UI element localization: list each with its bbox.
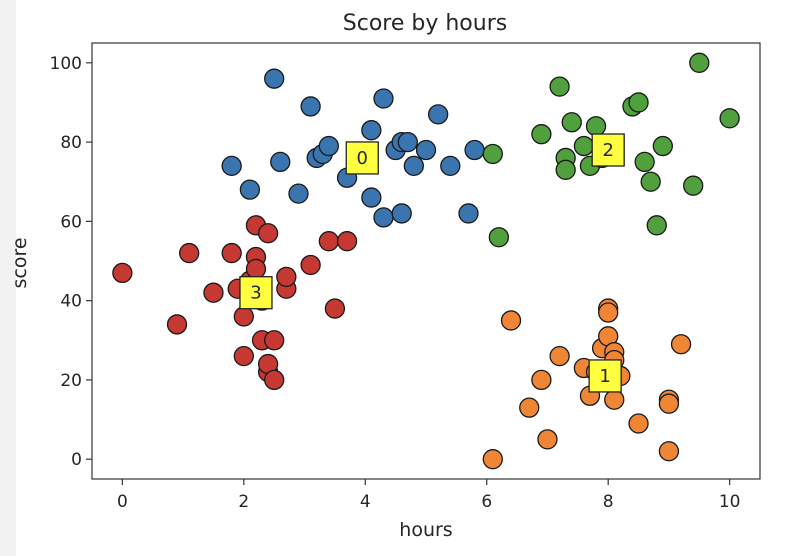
data-point-cluster-1: [531, 369, 552, 391]
data-points: [112, 52, 740, 470]
data-point-cluster-1: [482, 449, 503, 470]
data-point-cluster-0: [464, 139, 485, 161]
data-point-cluster-0: [361, 187, 382, 208]
y-tick-label: 0: [71, 450, 82, 470]
data-point-cluster-0: [264, 68, 285, 89]
cluster-label-box: [591, 133, 625, 167]
data-point-cluster-2: [634, 151, 655, 173]
data-point-cluster-0: [300, 96, 321, 117]
data-point-cluster-0: [403, 155, 425, 177]
data-point-cluster-3: [203, 282, 224, 303]
data-point-cluster-3: [166, 314, 188, 335]
data-point-cluster-3: [233, 306, 254, 327]
x-tick-label: 0: [117, 492, 128, 512]
data-point-cluster-0: [373, 207, 394, 228]
data-point-cluster-2: [531, 124, 552, 145]
y-axis: 0 20 40 60 80 100: [50, 54, 92, 470]
data-point-cluster-2: [561, 112, 582, 133]
data-point-cluster-2: [585, 116, 607, 137]
cluster-label-text: 0: [357, 148, 368, 169]
data-point-cluster-0: [288, 183, 309, 204]
data-point-cluster-3: [112, 262, 133, 284]
x-axis-title: hours: [399, 519, 452, 541]
data-point-cluster-1: [628, 413, 649, 434]
y-tick-label: 40: [60, 292, 82, 312]
chart-title: Score by hours: [343, 11, 507, 36]
data-point-cluster-2: [482, 143, 503, 165]
data-point-cluster-1: [604, 389, 625, 410]
data-point-cluster-2: [549, 76, 570, 97]
data-point-cluster-0: [427, 104, 449, 125]
data-point-cluster-1: [519, 397, 540, 418]
data-point-cluster-0: [415, 139, 437, 161]
cluster-label-text: 2: [602, 140, 613, 161]
data-point-cluster-2: [640, 171, 661, 192]
cluster-centroid-labels: 0 1 2 3: [239, 133, 625, 393]
data-point-cluster-2: [573, 135, 595, 157]
y-axis-title: score: [9, 237, 31, 288]
data-point-cluster-3: [264, 369, 285, 391]
cluster-label-box: [588, 359, 622, 393]
y-tick-label: 100: [50, 54, 82, 74]
data-point-cluster-0: [440, 155, 461, 177]
cluster-label-box: [345, 141, 379, 175]
y-tick-label: 60: [60, 212, 82, 232]
data-point-cluster-1: [500, 310, 522, 331]
data-point-cluster-3: [300, 254, 321, 276]
data-point-cluster-2: [689, 52, 710, 73]
data-point-cluster-0: [221, 155, 242, 177]
cluster-label-0: 0: [345, 141, 379, 175]
data-point-cluster-3: [318, 231, 339, 252]
data-point-cluster-0: [361, 120, 382, 141]
data-point-cluster-3: [179, 242, 200, 264]
cluster-label-1: 1: [588, 359, 622, 393]
data-point-cluster-0: [318, 135, 339, 157]
data-point-cluster-2: [646, 215, 667, 236]
data-point-cluster-2: [555, 159, 576, 180]
data-point-cluster-1: [537, 429, 558, 450]
x-axis: 0 2 4 6 8 10: [117, 479, 741, 512]
x-tick-label: 10: [719, 492, 741, 512]
cluster-label-3: 3: [239, 276, 273, 310]
y-tick-label: 20: [60, 371, 82, 391]
x-tick-label: 2: [238, 492, 249, 512]
data-point-cluster-3: [324, 298, 346, 319]
data-point-cluster-2: [652, 135, 673, 157]
cluster-label-text: 3: [250, 283, 261, 304]
data-point-cluster-0: [270, 151, 291, 173]
data-point-cluster-2: [683, 175, 704, 196]
data-point-cluster-1: [658, 393, 680, 414]
data-point-cluster-0: [239, 179, 261, 200]
data-point-cluster-3: [264, 330, 285, 351]
cluster-label-2: 2: [591, 133, 625, 167]
x-tick-label: 8: [603, 492, 614, 512]
data-point-cluster-1: [670, 334, 692, 355]
data-point-cluster-3: [233, 345, 254, 367]
data-point-cluster-2: [628, 92, 649, 113]
cluster-label-box: [239, 276, 273, 310]
data-point-cluster-0: [397, 131, 418, 153]
data-point-cluster-3: [221, 242, 242, 264]
data-point-cluster-1: [598, 302, 619, 323]
left-margin-strip: [0, 0, 16, 556]
data-point-cluster-3: [257, 223, 279, 244]
plot-area: [91, 42, 761, 480]
data-point-cluster-1: [549, 345, 570, 367]
y-tick-label: 80: [60, 133, 82, 153]
data-point-cluster-0: [373, 88, 394, 109]
data-point-cluster-0: [458, 203, 479, 224]
data-point-cluster-2: [719, 108, 740, 129]
data-point-cluster-0: [391, 203, 412, 224]
cluster-label-text: 1: [599, 366, 610, 387]
x-tick-label: 4: [360, 492, 371, 512]
x-tick-label: 6: [481, 492, 492, 512]
data-point-cluster-1: [658, 441, 680, 462]
data-point-cluster-2: [488, 227, 510, 248]
data-point-cluster-3: [336, 231, 358, 252]
data-point-cluster-3: [276, 266, 297, 288]
data-point-cluster-3: [245, 258, 267, 280]
